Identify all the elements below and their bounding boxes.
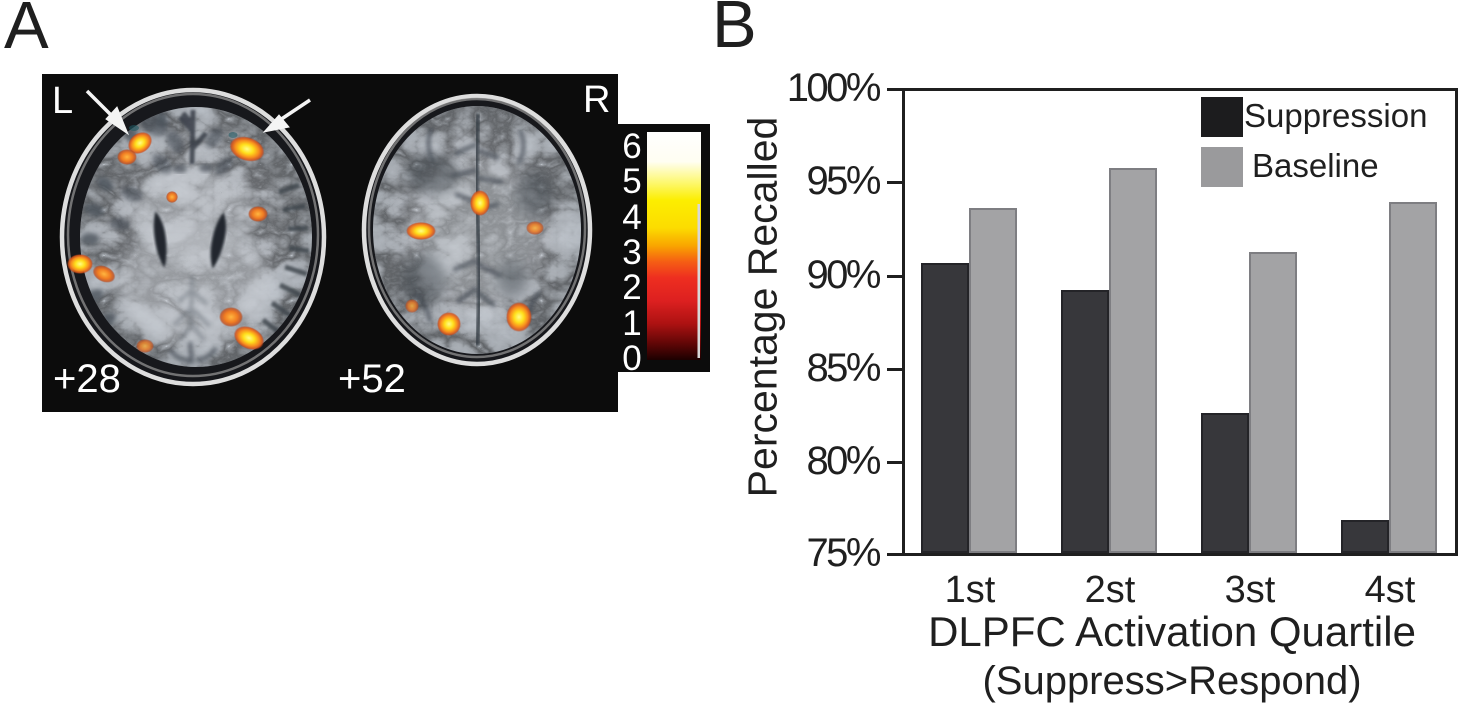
- svg-text:2: 2: [622, 268, 641, 307]
- svg-text:0: 0: [622, 339, 641, 378]
- svg-text:+52: +52: [338, 357, 406, 401]
- svg-text:3: 3: [622, 233, 641, 272]
- svg-text:4: 4: [622, 198, 641, 237]
- svg-text:1: 1: [622, 304, 641, 343]
- svg-text:R: R: [583, 79, 610, 121]
- svg-text:5: 5: [622, 162, 641, 201]
- svg-text:+28: +28: [53, 357, 121, 401]
- svg-text:L: L: [52, 80, 73, 122]
- svg-text:6: 6: [622, 127, 641, 166]
